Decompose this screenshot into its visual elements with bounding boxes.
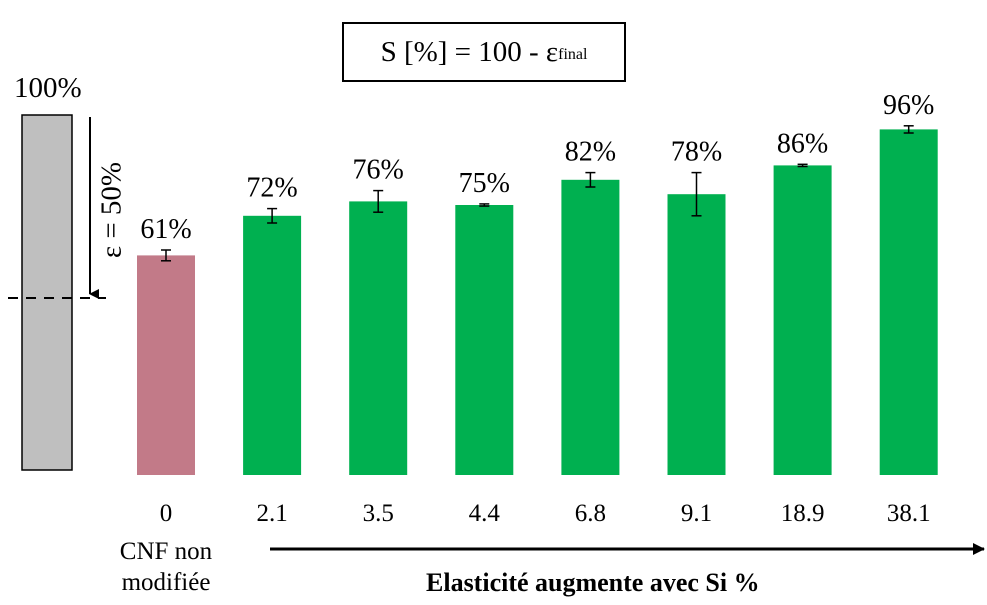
bar — [455, 205, 514, 475]
x-tick-label: 18.9 — [781, 500, 825, 527]
x-tick-label: 2.1 — [256, 500, 287, 527]
bar — [243, 215, 302, 476]
bar — [667, 194, 726, 475]
data-label: 75% — [459, 168, 510, 199]
data-label: 72% — [246, 173, 297, 204]
data-label: 76% — [353, 155, 404, 186]
x-tick-label: 38.1 — [887, 500, 931, 527]
caption-line-2: modifiée — [121, 569, 211, 596]
formula-box: S [%] = 100 - ε final — [342, 22, 626, 82]
x-tick-label: 0 — [160, 500, 173, 527]
reference-height-label: 100% — [14, 72, 82, 104]
x-tick-label: 3.5 — [363, 500, 394, 527]
data-label: 96% — [883, 90, 934, 121]
x-tick-label: 4.4 — [469, 500, 501, 527]
x-tick-label: 6.8 — [575, 500, 606, 527]
caption-line-1: CNF non — [119, 538, 213, 565]
data-label: 86% — [777, 128, 828, 159]
bar — [349, 201, 408, 475]
formula-subscript: final — [558, 46, 588, 63]
reference-column — [21, 114, 73, 471]
strain-label-text: ε = 50% — [95, 161, 128, 259]
data-label: 61% — [140, 214, 191, 245]
bar — [561, 179, 620, 476]
x-tick-label: 9.1 — [681, 500, 712, 527]
x-axis-title: Elasticité augmente avec Si % — [426, 568, 760, 597]
bar — [137, 255, 195, 475]
data-label: 82% — [565, 137, 616, 168]
formula-main: S [%] = 100 - ε — [380, 35, 559, 68]
bars-group: 61% 0 72% 2.1 76% 3.5 75% 4.4 82% 6.8 78% 9.1 86% 18.… — [137, 90, 938, 527]
bar — [879, 129, 938, 475]
bar — [773, 165, 832, 475]
first-category-caption: CNF non modifiée — [93, 536, 239, 598]
data-label: 78% — [671, 137, 722, 168]
